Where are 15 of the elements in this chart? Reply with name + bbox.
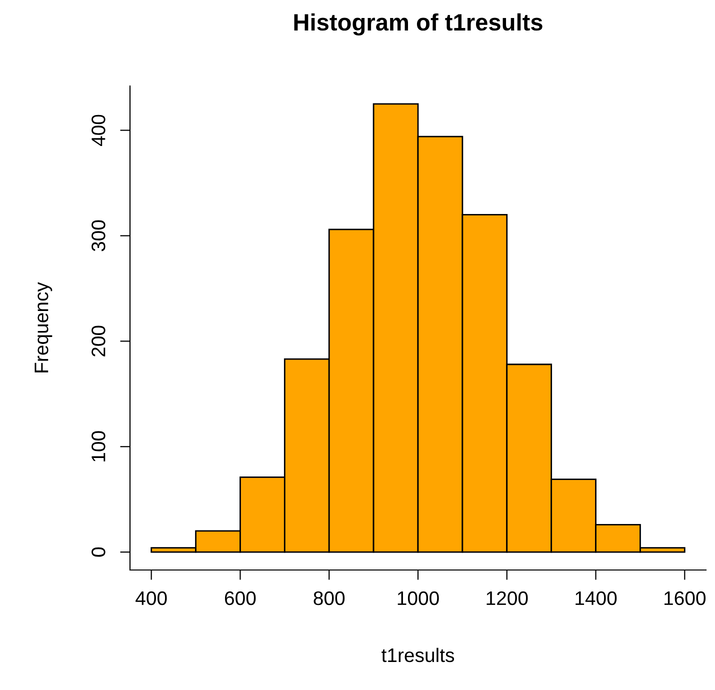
y-tick-label: 400: [92, 114, 106, 146]
x-tick-label: 1200: [486, 591, 528, 606]
x-tick-label: 600: [224, 591, 256, 606]
x-axis-title: t1results: [382, 648, 454, 662]
y-tick-label: 200: [92, 326, 106, 356]
y-tick-label: 300: [92, 220, 106, 252]
x-tick-label: 1000: [398, 591, 439, 606]
y-tick-label: 0: [92, 547, 106, 557]
y-axis-title: Frequency: [34, 282, 52, 372]
x-tick-label: 800: [314, 591, 345, 606]
x-tick-label: 1600: [664, 591, 706, 606]
x-tick-label: 1400: [576, 591, 617, 606]
chart-title: Histogram of t1results: [294, 13, 542, 36]
x-tick-label: 400: [136, 591, 167, 606]
y-tick-label: 100: [92, 431, 106, 462]
